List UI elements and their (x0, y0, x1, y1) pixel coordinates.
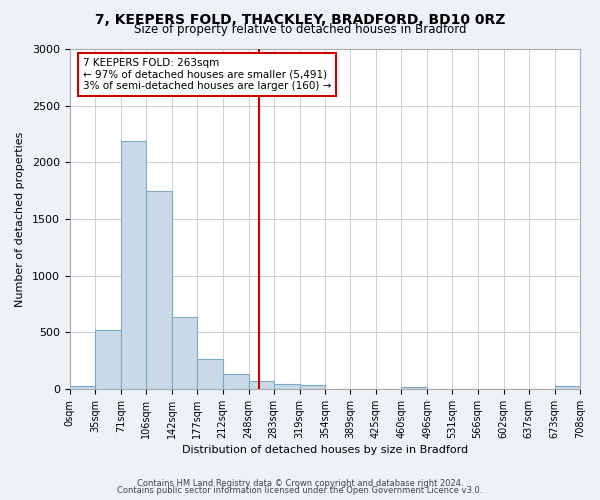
Bar (95, 330, 121, 389)
Bar (401, 388, 427, 389)
Text: 7 KEEPERS FOLD: 263sqm
← 97% of detached houses are smaller (5,491)
3% of semi-d: 7 KEEPERS FOLD: 263sqm ← 97% of detached… (83, 58, 331, 92)
Text: Contains public sector information licensed under the Open Government Licence v3: Contains public sector information licen… (118, 486, 482, 495)
Bar (121, 141, 146, 389)
Bar (172, 317, 197, 389)
Text: 7, KEEPERS FOLD, THACKLEY, BRADFORD, BD10 0RZ: 7, KEEPERS FOLD, THACKLEY, BRADFORD, BD1… (95, 12, 505, 26)
Text: Size of property relative to detached houses in Bradford: Size of property relative to detached ho… (134, 22, 466, 36)
Bar (146, 190, 172, 389)
Bar (274, 384, 299, 389)
Bar (70, 386, 95, 389)
Bar (555, 386, 580, 389)
Bar (299, 385, 325, 389)
X-axis label: Distribution of detached houses by size in Bradford: Distribution of detached houses by size … (182, 445, 468, 455)
Text: Contains HM Land Registry data © Crown copyright and database right 2024.: Contains HM Land Registry data © Crown c… (137, 478, 463, 488)
Bar (223, 374, 248, 389)
Bar (197, 359, 223, 389)
Bar (248, 381, 274, 389)
Y-axis label: Number of detached properties: Number of detached properties (15, 132, 25, 306)
